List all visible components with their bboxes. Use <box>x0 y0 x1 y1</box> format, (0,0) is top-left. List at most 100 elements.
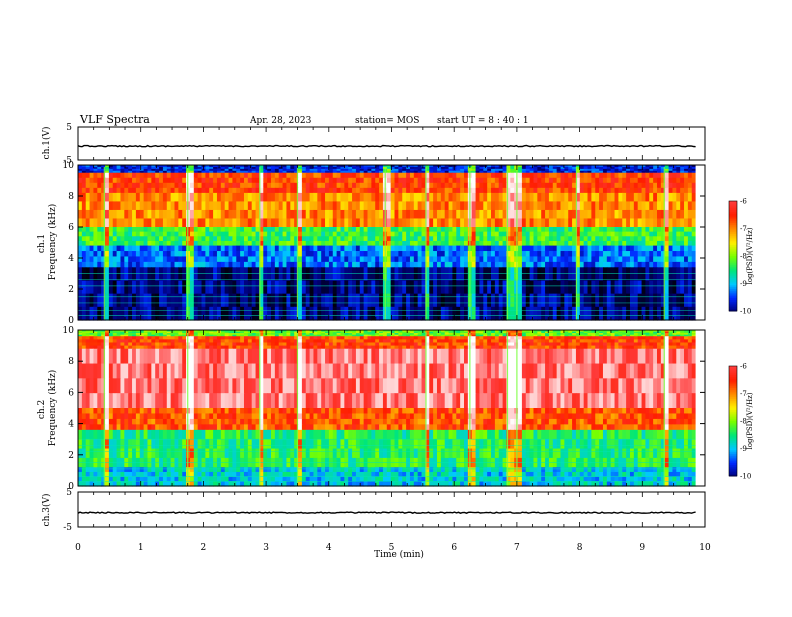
spectrogram-cell <box>286 178 290 184</box>
spectrogram-cell <box>302 267 306 281</box>
spectrogram-cell <box>90 267 94 281</box>
spectrogram-cell <box>437 188 441 194</box>
spectrogram-cell <box>271 188 275 194</box>
spectrogram-cell <box>391 183 395 189</box>
spectrogram-cell <box>263 183 267 189</box>
spectrogram-cell <box>680 307 684 321</box>
spectrogram-cell <box>321 193 325 202</box>
spectrogram-cell <box>240 307 244 321</box>
spectrogram-cell <box>159 232 163 237</box>
spectrogram-cell <box>128 173 132 179</box>
spectrogram-cell <box>229 267 233 281</box>
spectrogram-cell <box>522 193 526 202</box>
spectrogram-cell <box>113 294 117 308</box>
spectrogram-cell <box>580 173 584 179</box>
spectrogram-cell <box>279 280 283 294</box>
spectrogram-cell <box>159 188 163 194</box>
spectrogram-cell <box>368 193 372 202</box>
spectrogram-cell <box>202 236 206 241</box>
spectrogram-cell <box>283 262 287 268</box>
spectrogram-cell <box>561 227 565 232</box>
spectrogram-cell <box>229 241 233 246</box>
spectrogram-cell <box>321 210 325 219</box>
spectrogram-cell <box>483 183 487 189</box>
spectrogram-cell <box>495 262 499 268</box>
spectrogram-cell <box>306 251 310 257</box>
spectrogram-cell <box>198 232 202 237</box>
spectrogram-cell <box>379 262 383 268</box>
spectrogram-cell <box>290 294 294 308</box>
spectrogram-cell <box>692 241 696 246</box>
spectrogram-cell <box>348 294 352 308</box>
spectrogram-cell <box>422 251 426 257</box>
spectrogram-cell <box>333 210 337 219</box>
spectrogram-cell <box>275 201 279 210</box>
spectrogram-cell <box>410 210 414 219</box>
spectrogram-cell <box>93 193 97 202</box>
spectrogram-cell <box>240 173 244 179</box>
spectrogram-cell <box>487 178 491 184</box>
spectrogram-cell <box>645 218 649 227</box>
spectrogram-cell <box>684 201 688 210</box>
spectrogram-cell <box>109 178 113 184</box>
spectrogram-cell <box>568 218 572 227</box>
spectrogram-cell <box>267 241 271 246</box>
spectrogram-cell <box>120 218 124 227</box>
spectrogram-cell <box>669 218 673 227</box>
spectrogram-cell <box>364 201 368 210</box>
spectrogram-cell <box>638 256 642 262</box>
spectrogram-cell <box>205 173 209 179</box>
spectrogram-cell <box>279 193 283 202</box>
spectrogram-cell <box>371 210 375 219</box>
spectrogram-cell <box>545 218 549 227</box>
spectrogram-cell <box>120 294 124 308</box>
spectrogram-cell <box>290 227 294 232</box>
spectrogram-cell <box>537 227 541 232</box>
spectrogram-cell <box>182 246 186 252</box>
spectrogram-cell <box>229 232 233 237</box>
spectrogram-cell <box>209 246 213 252</box>
spectrogram-cell <box>163 267 167 281</box>
spectrogram-cell <box>151 193 155 202</box>
spectrogram-cell <box>642 188 646 194</box>
spectrogram-cell <box>221 294 225 308</box>
spectrogram-cell <box>198 218 202 227</box>
spectrogram-cell <box>171 280 175 294</box>
spectrogram-cell <box>117 267 121 281</box>
spectrogram-cell <box>626 262 630 268</box>
spectrogram-cell <box>402 188 406 194</box>
spectrogram-cell <box>109 256 113 262</box>
spectrogram-cell <box>564 193 568 202</box>
spectrogram-cell <box>198 256 202 262</box>
spectrogram-cell <box>533 173 537 179</box>
spectrogram-cell <box>479 188 483 194</box>
spectrogram-cell <box>240 232 244 237</box>
spectrogram-cell <box>124 241 128 246</box>
spectrogram-cell <box>584 183 588 189</box>
spectrogram-cell <box>595 173 599 179</box>
spectrogram-cell <box>252 227 256 232</box>
spectrogram-cell <box>117 280 121 294</box>
spectrogram-cell <box>476 173 480 179</box>
spectrogram-cell <box>371 251 375 257</box>
spectrogram-cell <box>676 256 680 262</box>
spectrogram-cell <box>86 173 90 179</box>
spectrogram-cell <box>599 183 603 189</box>
spectrogram-cell <box>151 178 155 184</box>
spectrogram-cell <box>692 178 696 184</box>
spectrogram-cell <box>429 218 433 227</box>
spectrogram-cell <box>229 193 233 202</box>
spectrogram-cell <box>653 280 657 294</box>
spectrogram-cell <box>371 218 375 227</box>
spectrogram-cell <box>510 294 514 308</box>
spectrogram-cell <box>607 173 611 179</box>
spectrogram-cell <box>491 256 495 262</box>
spectrogram-cell <box>452 241 456 246</box>
spectrogram-cell <box>175 251 179 257</box>
spectrogram-cell <box>298 246 302 252</box>
spectrogram-cell <box>348 241 352 246</box>
spectrogram-cell <box>310 227 314 232</box>
spectrogram-cell <box>549 183 553 189</box>
spectrogram-cell <box>113 256 117 262</box>
